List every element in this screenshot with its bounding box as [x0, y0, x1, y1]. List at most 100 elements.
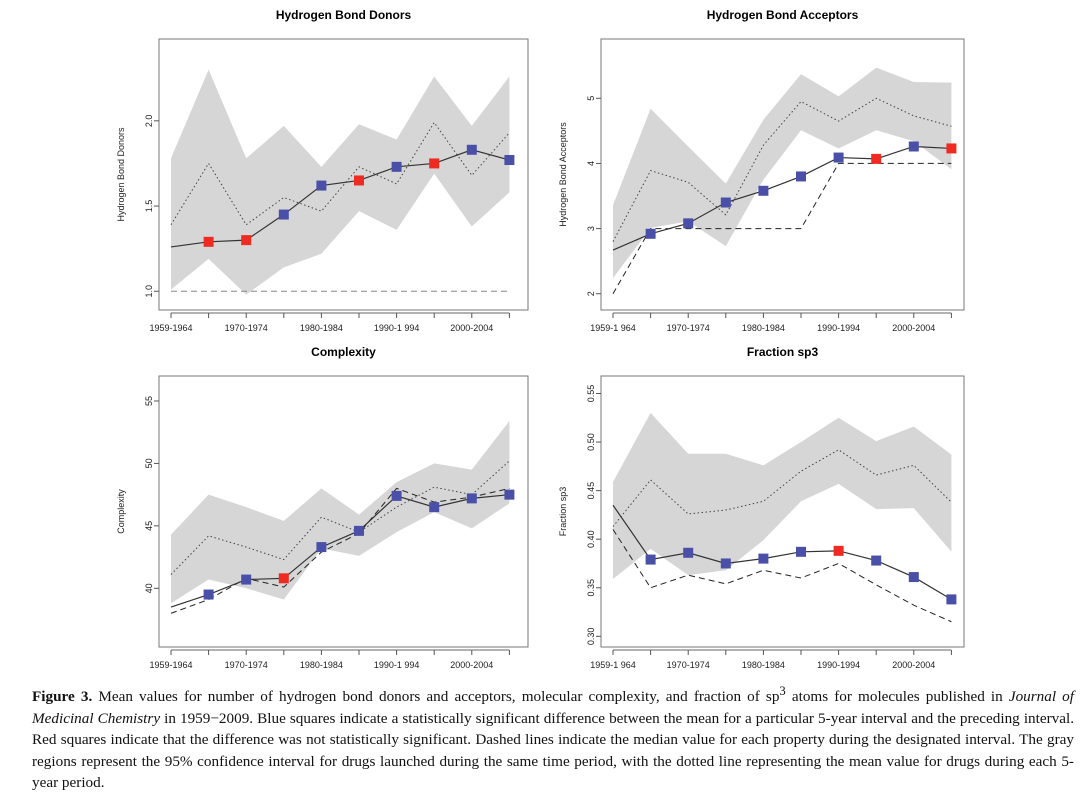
y-tick-label: 1.5 — [144, 200, 154, 213]
plot-frame — [600, 375, 965, 648]
red-square-marker — [203, 236, 214, 247]
x-tick-label: 1980-1984 — [742, 660, 785, 670]
x-tick-label: 1990-1 994 — [374, 323, 420, 333]
chart-panel: Fraction sp3 Fraction sp3 0.30 0.35 0.40 0.45… — [558, 345, 965, 670]
blue-square-marker — [278, 209, 289, 220]
x-tick-label: 2000-2004 — [450, 660, 493, 670]
plot-frame — [158, 375, 529, 648]
chart-title: Complexity — [311, 345, 376, 359]
x-tick-label: 1959-1964 — [149, 660, 192, 670]
red-square-marker — [354, 175, 364, 186]
blue-square-marker — [833, 152, 844, 163]
red-square-marker — [946, 143, 957, 154]
blue-square-marker — [504, 155, 515, 166]
caption-text-1: Mean values for number of hydrogen bond … — [92, 688, 780, 706]
x-tick-label: 1970-1974 — [667, 323, 710, 333]
red-square-marker — [241, 235, 252, 246]
y-tick-label: 2 — [586, 291, 596, 296]
y-axis-label: Complexity — [116, 489, 126, 534]
blue-square-marker — [203, 589, 214, 600]
y-tick-label: 1.0 — [144, 285, 154, 298]
x-tick-label: 1990-1994 — [817, 323, 860, 333]
blue-square-marker — [645, 554, 656, 565]
figure-panels: Hydrogen Bond Donors Hydrogen Bond Donors… — [116, 8, 965, 670]
y-tick-label: 45 — [144, 521, 154, 531]
chart-panel: Complexity Complexity 40 45 50 55 1959-1964 197… — [116, 345, 529, 670]
confidence-band — [613, 412, 952, 580]
figure-caption: Figure 3. Mean values for number of hydr… — [32, 681, 1074, 794]
red-square-marker — [429, 158, 440, 169]
chart-title: Hydrogen Bond Donors — [276, 8, 412, 22]
x-tick-label: 1980-1984 — [300, 660, 343, 670]
chart-panel: Hydrogen Bond Acceptors Hydrogen Bond Acc… — [558, 8, 965, 333]
blue-square-marker — [354, 525, 364, 536]
y-axis-label: Fraction sp3 — [558, 487, 568, 537]
blue-square-marker — [391, 161, 402, 172]
blue-square-marker — [720, 197, 731, 208]
blue-square-marker — [504, 489, 515, 500]
blue-square-marker — [429, 502, 440, 513]
y-tick-label: 55 — [144, 396, 154, 406]
drug-mean-dotted-line — [612, 449, 952, 527]
red-square-marker — [833, 545, 844, 556]
y-tick-label: 5 — [586, 96, 596, 101]
y-tick-label: 40 — [144, 583, 154, 593]
y-tick-label: 4 — [586, 161, 596, 166]
confidence-band — [171, 420, 510, 604]
blue-square-marker — [720, 558, 731, 569]
drug-mean-dotted-line — [612, 97, 952, 242]
mean-solid-line — [612, 504, 952, 600]
blue-square-marker — [466, 493, 477, 504]
mean-solid-line — [170, 494, 510, 608]
y-tick-label: 50 — [144, 458, 154, 468]
mean-solid-line — [612, 145, 952, 251]
y-axis-label: Hydrogen Bond Donors — [116, 127, 126, 222]
blue-square-marker — [796, 171, 806, 182]
y-axis-label: Hydrogen Bond Acceptors — [558, 122, 568, 227]
y-tick-label: 0.50 — [586, 433, 596, 451]
y-tick-label: 0.55 — [586, 385, 596, 403]
red-square-marker — [871, 153, 882, 164]
blue-square-marker — [316, 542, 327, 553]
blue-square-marker — [758, 553, 769, 564]
x-tick-label: 1959-1964 — [149, 323, 192, 333]
x-tick-label: 1959-1 964 — [590, 660, 636, 670]
x-tick-label: 1970-1974 — [225, 660, 268, 670]
chart-title: Fraction sp3 — [747, 345, 819, 359]
y-tick-label: 0.35 — [586, 579, 596, 597]
y-tick-label: 0.45 — [586, 482, 596, 500]
drug-mean-dotted-line — [170, 460, 510, 575]
y-tick-label: 2.0 — [144, 115, 154, 128]
x-tick-label: 1990-1 994 — [374, 660, 420, 670]
mean-solid-line — [170, 149, 510, 248]
x-tick-label: 1990-1994 — [817, 660, 860, 670]
x-tick-label: 2000-2004 — [892, 660, 935, 670]
x-tick-label: 1970-1974 — [225, 323, 268, 333]
chart-title: Hydrogen Bond Acceptors — [707, 8, 859, 22]
blue-square-marker — [683, 218, 694, 229]
caption-text-2: atoms for molecules published in — [785, 688, 1009, 706]
blue-square-marker — [946, 594, 957, 605]
blue-square-marker — [683, 547, 694, 558]
y-tick-label: 0.40 — [586, 530, 596, 548]
blue-square-marker — [241, 574, 252, 585]
blue-square-marker — [645, 228, 656, 239]
x-tick-label: 1980-1984 — [742, 323, 785, 333]
median-dashed-line — [612, 529, 952, 623]
caption-journal: Journal of Medicinal Chemistry — [32, 688, 1074, 727]
x-tick-label: 1970-1974 — [667, 660, 710, 670]
blue-square-marker — [871, 555, 882, 566]
chart-panel: Hydrogen Bond Donors Hydrogen Bond Donors… — [116, 8, 529, 333]
blue-square-marker — [908, 141, 919, 152]
blue-square-marker — [466, 144, 477, 155]
caption-superscript: 3 — [779, 684, 786, 698]
x-tick-label: 1980-1984 — [300, 323, 343, 333]
y-tick-label: 0.30 — [586, 628, 596, 646]
x-tick-label: 2000-2004 — [892, 323, 935, 333]
red-square-marker — [278, 573, 289, 584]
y-tick-label: 3 — [586, 226, 596, 231]
x-tick-label: 2000-2004 — [450, 323, 493, 333]
blue-square-marker — [796, 546, 806, 557]
blue-square-marker — [908, 572, 919, 583]
x-tick-label: 1959-1 964 — [590, 323, 636, 333]
